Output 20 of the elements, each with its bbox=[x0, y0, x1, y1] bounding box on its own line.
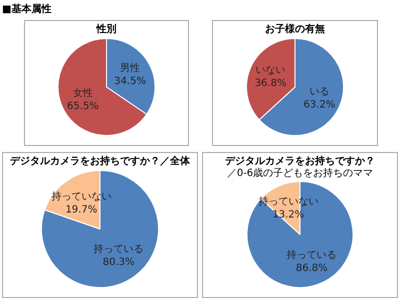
chart-title: 性別 bbox=[95, 24, 118, 36]
slice-label: 男性 bbox=[120, 62, 140, 74]
chart-title: デジタルカメラをお持ちですか？ bbox=[224, 156, 376, 168]
data-label: 63.2% bbox=[304, 99, 336, 110]
data-label: 65.5% bbox=[67, 101, 99, 112]
text: ■基本属性 bbox=[2, 2, 52, 16]
slice-label: いない bbox=[256, 64, 286, 76]
slice-label: 持っている bbox=[94, 242, 144, 255]
chart-title: デジタルカメラをお持ちですか？／全体 bbox=[9, 156, 191, 168]
data-label: 86.8% bbox=[296, 262, 328, 274]
data-label: 36.8% bbox=[254, 78, 286, 89]
data-label: 80.3% bbox=[102, 256, 135, 268]
slice-label: いる bbox=[309, 86, 330, 98]
slice-label: 持っている bbox=[286, 248, 337, 261]
chart-title: お子様の有無 bbox=[264, 24, 326, 36]
slice-label: 持っていない bbox=[51, 190, 112, 202]
data-label: 34.5% bbox=[114, 76, 146, 88]
slice-label: 女性 bbox=[72, 87, 93, 100]
chart-subtitle: ／0-6歳の子どもをお持ちのママ bbox=[226, 168, 374, 179]
data-label: 19.7% bbox=[65, 204, 98, 216]
